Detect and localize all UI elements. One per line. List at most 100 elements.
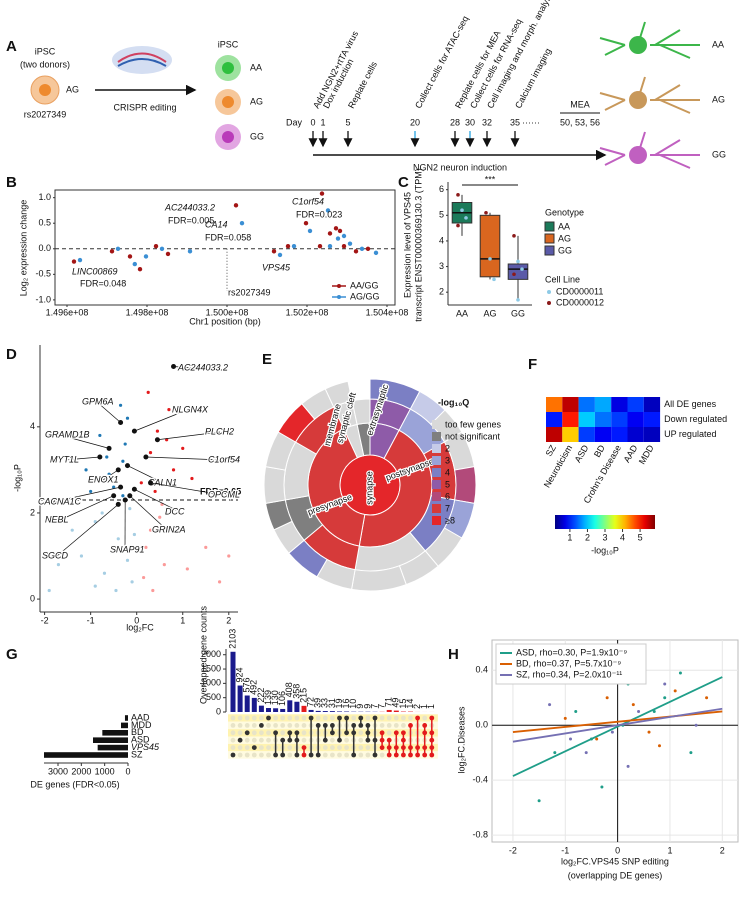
text: MEA	[570, 99, 590, 109]
value-label: 2103	[227, 629, 237, 649]
colorbar	[555, 515, 655, 529]
legend-title: Cell Line	[545, 274, 580, 284]
gene-label: AC244033.2	[177, 362, 228, 372]
fdr-label: FDR=0.05	[200, 486, 241, 496]
x-axis-label: log₂FC	[126, 622, 154, 632]
matrix-dot	[259, 730, 264, 736]
gene-point	[124, 463, 130, 469]
leader	[64, 456, 100, 461]
y-tick-label: 0.5	[38, 218, 51, 228]
x-tick-label: 1.502e+08	[286, 307, 329, 317]
matrix-dot	[351, 715, 357, 721]
sample	[512, 234, 516, 238]
point	[148, 528, 153, 532]
annotation: FDR=0.005	[168, 215, 214, 225]
legend-box	[495, 643, 647, 685]
set-bar	[124, 715, 128, 721]
x-tick-label: 3000	[48, 766, 68, 776]
heat-cell	[546, 427, 563, 442]
point	[146, 390, 150, 394]
point	[239, 221, 245, 226]
fit-line	[512, 676, 723, 777]
value-label: 1	[419, 704, 429, 709]
heat-cell	[546, 397, 563, 412]
point	[79, 554, 84, 558]
y-axis-label: Overlapped gene counts	[198, 605, 208, 704]
point	[335, 236, 341, 241]
matrix-dot	[259, 715, 264, 721]
matrix-dot	[344, 752, 349, 758]
crispr-icon	[117, 58, 167, 67]
matrix-dot	[230, 745, 236, 750]
matrix-dot	[330, 752, 335, 758]
matrix-dot	[337, 745, 342, 750]
y-tick-label: 5	[439, 210, 444, 220]
neurons	[599, 21, 700, 169]
day: 35	[510, 117, 520, 127]
matrix-dot	[315, 715, 321, 721]
matrix-dot	[230, 730, 236, 736]
day: 20	[410, 117, 420, 127]
plot-frame	[54, 189, 396, 306]
panel-a-layout	[30, 21, 700, 169]
gene-point	[122, 497, 128, 503]
text: AG	[250, 96, 263, 106]
point	[93, 519, 97, 524]
point	[317, 244, 323, 249]
panel-label: G	[6, 646, 18, 663]
y-tick-label: 0.0	[475, 720, 488, 730]
day: 5	[345, 117, 350, 127]
row-label: UP regulated	[664, 429, 716, 439]
value-label: 7	[376, 704, 386, 709]
matrix-dot	[280, 730, 286, 736]
point	[98, 433, 102, 438]
legend-label: too few genes	[445, 419, 502, 429]
matrix-dot	[301, 715, 307, 721]
y-tick-label: 2	[439, 287, 444, 297]
matrix-dot	[358, 730, 364, 736]
nucleus	[222, 62, 234, 74]
heat-cell	[562, 427, 579, 442]
point	[303, 221, 309, 226]
y-tick-label: 4	[30, 421, 35, 431]
value-label: 19	[334, 698, 344, 708]
x-tick-label: -2	[41, 615, 49, 625]
significance: ***	[485, 174, 496, 184]
gene-label: NEBL	[45, 514, 69, 524]
legend-label: CD0000011	[556, 286, 603, 296]
legend-swatch	[432, 420, 441, 429]
matrix-dot	[294, 723, 300, 728]
value-label: 358	[291, 684, 301, 699]
text: (two donors)	[20, 59, 70, 69]
point	[56, 563, 61, 567]
y-tick-label: -0.8	[472, 830, 488, 840]
gene-label: GRIN2A	[152, 524, 186, 534]
leader	[134, 409, 188, 432]
bar	[251, 697, 257, 712]
value-label: 2	[412, 704, 422, 709]
matrix-dot	[266, 752, 271, 758]
legend-label: ≥8	[445, 515, 455, 525]
point	[365, 246, 371, 251]
point	[148, 451, 153, 455]
neuron-body	[629, 36, 647, 54]
set-label: AAD	[131, 712, 150, 722]
matrix-dot	[244, 752, 250, 758]
bar	[329, 711, 335, 712]
text: ······	[522, 117, 540, 127]
legend-label: 4	[445, 467, 450, 477]
text: AA	[712, 39, 724, 49]
legend-swatch	[544, 233, 555, 244]
point	[130, 580, 134, 584]
point	[158, 515, 162, 519]
matrix-dot	[301, 730, 307, 736]
value-label: 222	[256, 688, 266, 703]
heat-cell	[643, 397, 661, 412]
matrix-dot	[230, 715, 236, 721]
colorbar-tick-label: 3	[602, 532, 607, 542]
panel-label: D	[6, 346, 17, 363]
point	[153, 489, 157, 494]
y-tick-label: 4	[439, 235, 444, 245]
box	[479, 214, 501, 278]
